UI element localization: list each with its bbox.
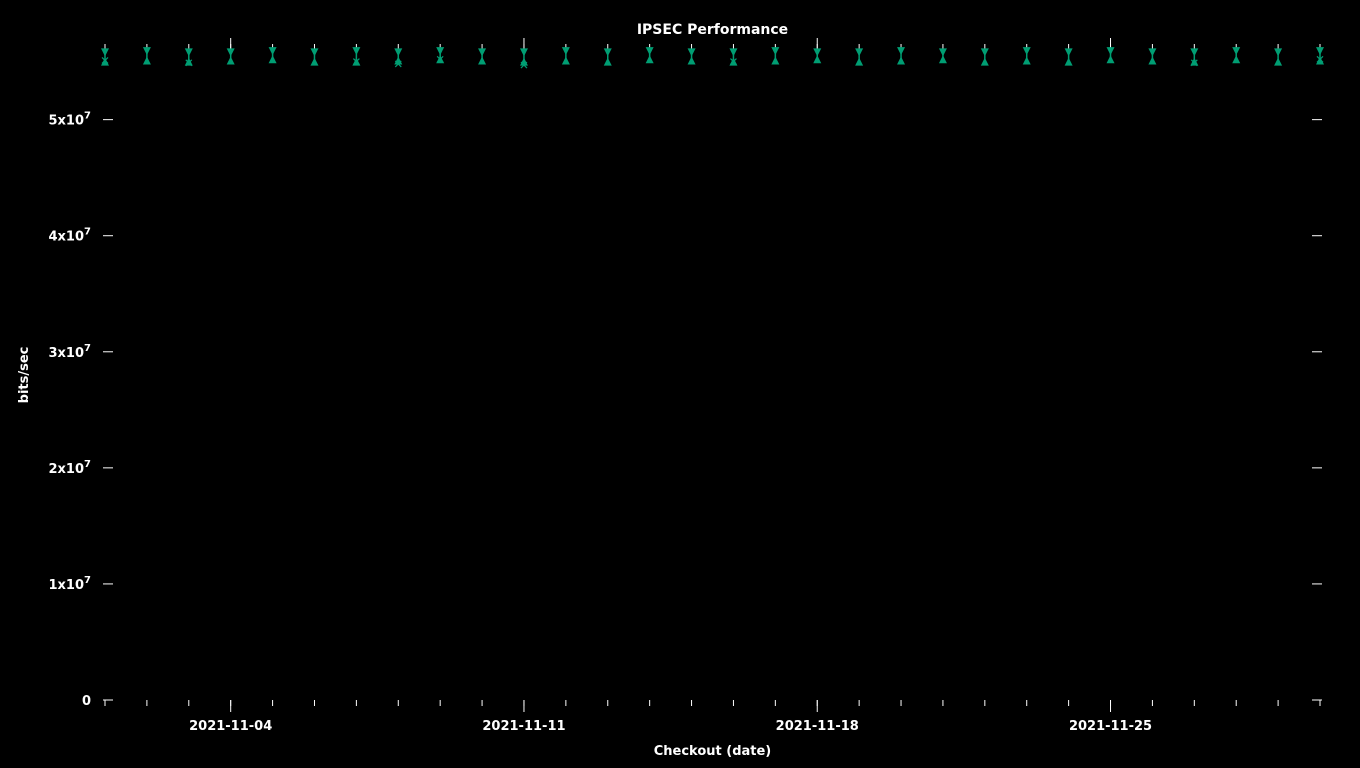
y-tick-exponent: 7 <box>84 459 91 470</box>
y-tick-exponent: 7 <box>84 343 91 354</box>
y-axis-label: bits/sec <box>17 347 32 404</box>
x-tick-label: 2021-11-25 <box>1069 719 1152 734</box>
y-tick-exponent: 7 <box>84 227 91 238</box>
y-tick-exponent: 7 <box>84 575 91 586</box>
x-tick-label: 2021-11-04 <box>189 719 272 734</box>
y-tick-label: 0 <box>82 694 91 709</box>
x-axis-label: Checkout (date) <box>654 744 772 759</box>
ipsec-performance-chart: IPSEC Performance01x1072x1073x1074x1075x… <box>0 0 1360 768</box>
chart-svg: IPSEC Performance01x1072x1073x1074x1075x… <box>0 0 1360 768</box>
x-tick-label: 2021-11-11 <box>482 719 565 734</box>
y-tick-exponent: 7 <box>84 111 91 122</box>
chart-title: IPSEC Performance <box>637 22 788 38</box>
x-tick-label: 2021-11-18 <box>776 719 859 734</box>
